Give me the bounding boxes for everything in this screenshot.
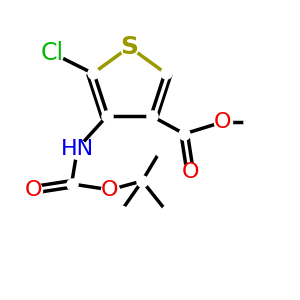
Text: O: O: [25, 180, 42, 200]
Text: O: O: [214, 112, 231, 132]
Text: S: S: [120, 35, 138, 59]
Text: HN: HN: [61, 139, 94, 159]
Text: Cl: Cl: [40, 41, 63, 65]
Text: O: O: [182, 162, 199, 182]
Text: O: O: [101, 180, 118, 200]
